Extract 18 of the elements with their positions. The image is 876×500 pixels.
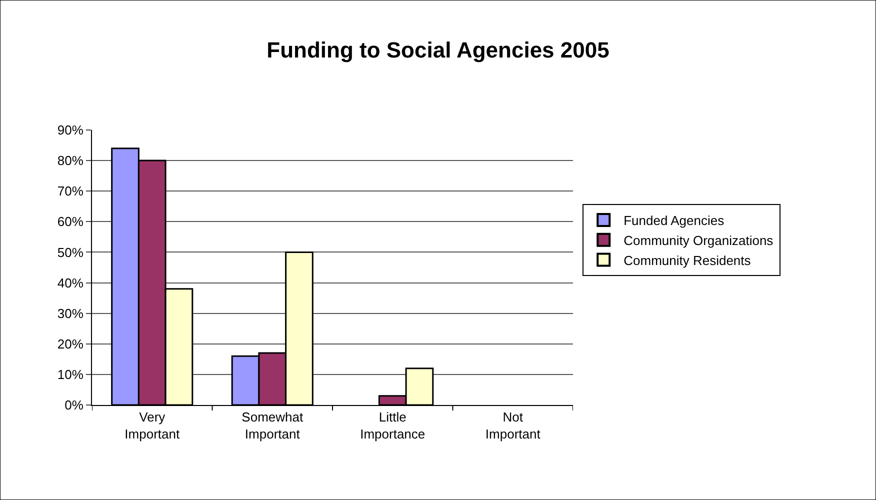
x-tick-label: Very Important [124, 410, 180, 442]
y-tick-label: 70% [57, 184, 84, 199]
legend-label: Community Residents [624, 252, 752, 268]
y-tick-label: 40% [57, 275, 84, 290]
x-tick-label: Not Important [485, 410, 541, 442]
y-tick-label: 20% [57, 336, 84, 352]
x-tick-label: Somewhat Important [242, 410, 304, 442]
y-tick-label: 80% [57, 153, 84, 168]
y-tick-label: 60% [57, 214, 84, 230]
y-tick-label: 90% [57, 122, 84, 138]
x-tick-label: Little Importance [360, 410, 426, 442]
y-tick-label: 50% [57, 244, 84, 260]
y-tick-label: 30% [57, 306, 84, 321]
legend-label: Community Organizations [624, 232, 774, 248]
y-tick-label: 0% [64, 398, 84, 413]
chart-title: Funding to Social Agencies 2005 [266, 38, 610, 63]
legend-label: Funded Agencies [624, 213, 725, 228]
y-tick-label: 10% [57, 366, 84, 382]
